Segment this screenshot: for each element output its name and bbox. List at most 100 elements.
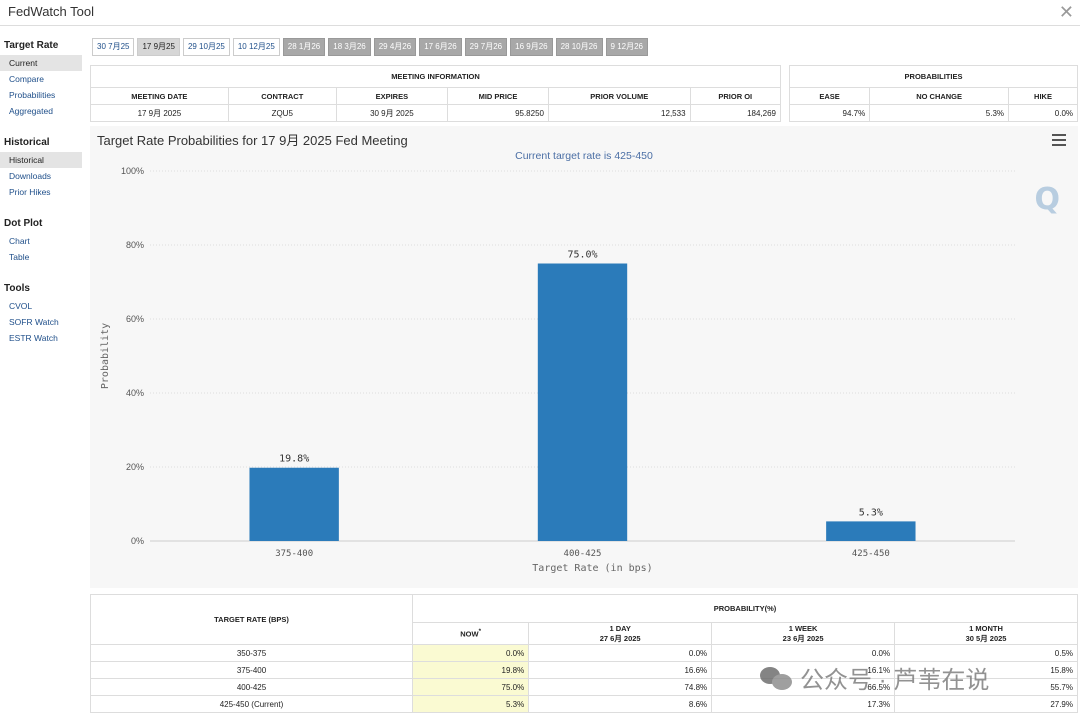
data-label: 19.8%: [279, 454, 309, 465]
probability-sub-header: 1 DAY 27 6月 2025: [528, 622, 713, 645]
chart-menu-icon[interactable]: [1052, 134, 1066, 146]
x-tick-label: 375-400: [275, 549, 313, 559]
chart-panel: 0% 20% 40% 60% 80% 100% 19.8% 375-400 75.0% 400-4…: [90, 126, 1078, 588]
sidebar-heading: Historical: [4, 137, 50, 148]
meeting-information-table: MEETING INFORMATION MEETING DATE CONTRACT…: [90, 65, 782, 122]
probability-value-cell: 0.5%: [894, 644, 1078, 662]
probability-value-cell: 27.9%: [894, 695, 1078, 713]
meeting-tab[interactable]: 10 12月25: [232, 38, 280, 56]
probabilities-table: PROBABILITIES EASE NO CHANGE HIKE 94.7% 5.3…: [788, 65, 1078, 122]
probability-value-cell: 16.1%: [711, 661, 896, 679]
y-tick-label: 40%: [126, 388, 144, 398]
y-tick-label: 100%: [121, 166, 144, 176]
sidebar-item[interactable]: ESTR Watch: [9, 333, 58, 343]
sidebar-item[interactable]: Probabilities: [9, 90, 56, 100]
probability-sub-header: NOW*: [411, 622, 530, 645]
sidebar-item[interactable]: Prior Hikes: [9, 187, 51, 197]
meeting-column-header: CONTRACT: [227, 87, 337, 105]
data-label: 75.0%: [567, 250, 597, 261]
meeting-cell: 184,269: [689, 104, 782, 122]
probability-value-cell: 5.3%: [411, 695, 530, 713]
table-row: 425-450 (Current) 5.3% 8.6% 17.3% 27.9%: [90, 695, 1078, 713]
sidebar-item[interactable]: Aggregated: [9, 106, 53, 116]
probability-sub-header: 1 WEEK 23 6月 2025: [711, 622, 896, 645]
meeting-tab[interactable]: 16 9月26: [510, 38, 553, 56]
target-rate-cell: 375-400: [90, 661, 413, 679]
meeting-tab[interactable]: 17 6月26: [419, 38, 462, 56]
sidebar-item[interactable]: Table: [9, 252, 30, 262]
meeting-cell: 12,533: [547, 104, 691, 122]
meeting-tab[interactable]: 30 7月25: [92, 38, 135, 56]
sidebar-heading: Tools: [4, 283, 30, 294]
probabilities-heading: PROBABILITIES: [789, 65, 1078, 88]
probability-column-header: HIKE: [1008, 87, 1078, 105]
target-rate-cell: 350-375: [90, 644, 413, 662]
meeting-tab[interactable]: 28 1月26: [282, 38, 326, 56]
meeting-column-header: MID PRICE: [446, 87, 549, 105]
probability-value-cell: 66.5%: [711, 678, 896, 696]
probability-bar-chart: 0% 20% 40% 60% 80% 100% 19.8% 375-400 75.0% 400-4…: [100, 166, 1015, 574]
y-axis-label: Probability: [100, 323, 111, 389]
sidebar-item[interactable]: Historical: [0, 152, 82, 168]
sidebar-section: Historical Historical Downloads Prior Hikes: [0, 129, 86, 200]
app-title: FedWatch Tool: [8, 4, 94, 19]
meeting-tab[interactable]: 18 3月26: [328, 38, 371, 56]
meeting-tab[interactable]: 29 7月26: [464, 38, 508, 56]
quikstrike-logo-icon: Q: [1034, 182, 1060, 217]
sub-header-label: 1 WEEK: [788, 623, 818, 633]
probability-value-cell: 75.0%: [411, 678, 530, 696]
sidebar-section: Tools CVOL SOFR Watch ESTR Watch: [0, 275, 86, 346]
y-tick-label: 0%: [131, 536, 144, 546]
meeting-tab[interactable]: 29 10月25: [182, 38, 230, 56]
now-marker: *: [478, 628, 481, 636]
y-tick-label: 60%: [126, 314, 144, 324]
sidebar-item[interactable]: Current: [0, 55, 82, 71]
meeting-column-header: MEETING DATE: [90, 87, 229, 105]
close-icon[interactable]: ✕: [1058, 2, 1074, 22]
sub-header-label: 1 MONTH: [969, 623, 1003, 633]
bar[interactable]: [826, 521, 916, 541]
target-rate-cell: 400-425: [90, 678, 413, 696]
probability-value-cell: 17.3%: [711, 695, 896, 713]
bar[interactable]: [537, 263, 628, 542]
target-rate-column-header: TARGET RATE (BPS): [90, 594, 413, 645]
sub-header-date: 27 6月 2025: [599, 633, 641, 643]
sub-header-label: NOW*: [460, 628, 481, 639]
meeting-column-header: EXPIRES: [335, 87, 448, 105]
sidebar-heading: Target Rate: [4, 40, 59, 51]
sidebar-item[interactable]: CVOL: [9, 301, 33, 311]
data-label: 5.3%: [859, 507, 883, 518]
sidebar-item[interactable]: Downloads: [9, 171, 52, 181]
sidebar: Target Rate Current Compare Probabilities Ag…: [0, 32, 86, 356]
probability-value-cell: 16.6%: [528, 661, 713, 679]
meeting-cell: 95.8250: [446, 104, 549, 122]
meeting-cell: 30 9月 2025: [335, 104, 448, 122]
meeting-information-heading: MEETING INFORMATION: [90, 65, 781, 88]
probability-sub-header: 1 MONTH 30 5月 2025: [894, 622, 1078, 645]
probability-cell: 5.3%: [869, 104, 1010, 122]
sidebar-item[interactable]: SOFR Watch: [9, 317, 59, 327]
probability-value-cell: 0.0%: [528, 644, 713, 662]
probability-value-cell: 55.7%: [894, 678, 1078, 696]
meeting-cell: ZQU5: [227, 104, 337, 122]
chart-subtitle: Current target rate is 425-450: [515, 150, 653, 162]
sidebar-heading: Dot Plot: [4, 218, 43, 229]
meeting-tab[interactable]: 28 10月26: [555, 38, 603, 56]
probability-cell: 0.0%: [1008, 104, 1078, 122]
y-tick-label: 80%: [126, 240, 144, 250]
probability-value-cell: 15.8%: [894, 661, 1078, 679]
probability-value-cell: 74.8%: [528, 678, 713, 696]
sidebar-section: Target Rate Current Compare Probabilities Ag…: [0, 32, 86, 119]
probability-value-cell: 19.8%: [411, 661, 530, 679]
meeting-tab[interactable]: 17 9月25: [137, 38, 180, 56]
probability-value-cell: 8.6%: [528, 695, 713, 713]
bar[interactable]: [249, 467, 339, 541]
target-rate-probability-table: TARGET RATE (BPS) PROBABILITY(%) NOW* 1 D…: [90, 594, 1078, 713]
meeting-tab[interactable]: 29 4月26: [373, 38, 417, 56]
sidebar-item[interactable]: Chart: [9, 236, 30, 246]
probability-column-header: EASE: [788, 87, 871, 105]
x-axis-label: Target Rate (in bps): [532, 563, 652, 574]
sidebar-item[interactable]: Compare: [9, 74, 44, 84]
sub-header-date: 23 6月 2025: [782, 633, 824, 643]
meeting-tab[interactable]: 9 12月26: [605, 38, 648, 56]
